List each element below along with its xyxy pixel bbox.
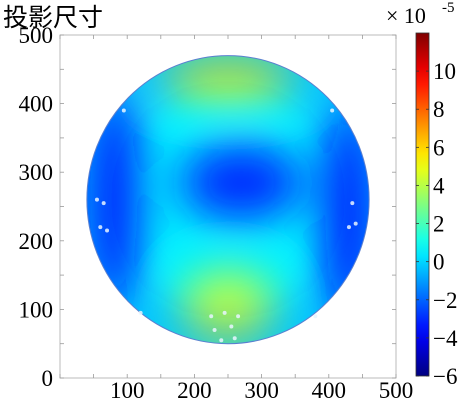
x-tick-label: 200	[177, 378, 212, 403]
marker-point	[209, 314, 214, 319]
marker-point	[121, 108, 126, 113]
colorbar-exponent-label: × 10	[386, 3, 426, 28]
x-tick-label: 400	[312, 378, 347, 403]
plot-area: 100 200 300 400 500 0 100 200 300 400 500	[19, 23, 414, 403]
marker-point	[105, 228, 110, 233]
colorbar-tick-label: −6	[433, 364, 457, 389]
x-tick-label: 500	[379, 378, 414, 403]
y-tick-label: 400	[19, 92, 54, 117]
marker-point	[330, 108, 335, 113]
marker-point	[98, 225, 103, 230]
x-tick-label: 100	[110, 378, 145, 403]
marker-point	[101, 201, 106, 206]
colorbar-tick-label: −2	[433, 288, 457, 313]
colorbar-tick-label: 6	[433, 135, 445, 160]
marker-point	[212, 327, 217, 332]
colorbar-tick-label: 2	[433, 212, 445, 237]
heatmap-field	[86, 55, 370, 344]
marker-point	[138, 310, 143, 315]
marker-point	[232, 336, 237, 341]
disk-outline	[86, 55, 370, 345]
colorbar-tick-label: 10	[433, 59, 456, 84]
marker-point	[346, 225, 351, 230]
x-tick-label: 300	[244, 378, 279, 403]
marker-point	[350, 201, 355, 206]
field-feature-bright-bottom-lobe	[180, 269, 276, 344]
colorbar-scale	[415, 32, 430, 377]
colorbar: −6 −4 −2 0 2 4 6 8 10 × 10 -5	[386, 0, 458, 389]
field-feature-low-core	[179, 144, 304, 221]
colorbar-exponent: -5	[442, 0, 455, 16]
marker-point	[94, 197, 99, 202]
colorbar-tick-label: −4	[433, 326, 458, 351]
y-tick-label: 200	[19, 229, 54, 254]
y-tick-label: 100	[19, 297, 54, 322]
colorbar-ticks: −6 −4 −2 0 2 4 6 8 10	[416, 59, 458, 389]
marker-layer	[94, 108, 358, 343]
marker-point	[229, 324, 234, 329]
colorbar-tick-label: 0	[433, 250, 445, 275]
marker-point	[236, 314, 241, 319]
marker-point	[219, 338, 224, 343]
chart-title: 投影尺寸	[3, 3, 103, 32]
colorbar-tick-label: 4	[433, 173, 445, 198]
y-tick-label: 300	[19, 160, 54, 185]
axis-ticks: 100 200 300 400 500 0 100 200 300 400 500	[19, 23, 414, 403]
y-tick-label: 500	[19, 23, 54, 48]
marker-point	[313, 314, 318, 319]
colorbar-tick-label: 8	[433, 97, 445, 122]
marker-point	[222, 310, 227, 315]
y-tick-label: 0	[42, 366, 54, 391]
marker-point	[353, 221, 358, 226]
